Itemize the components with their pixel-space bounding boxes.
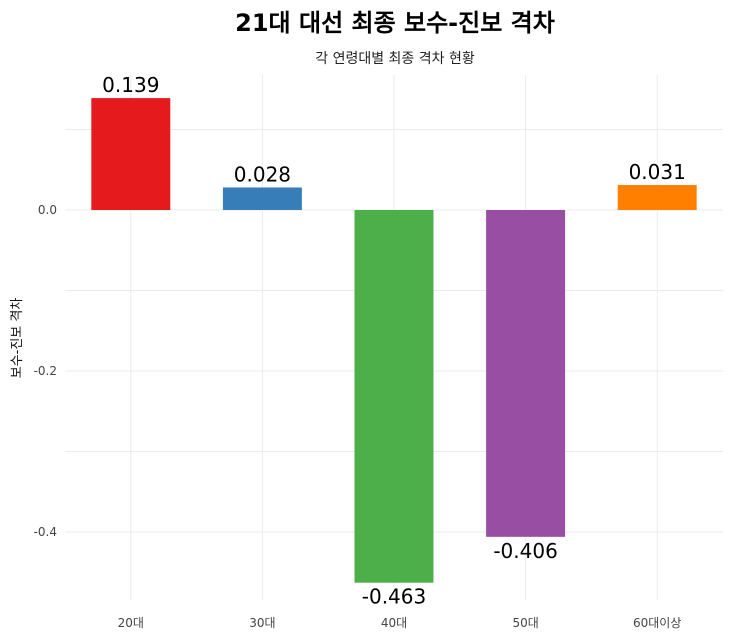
- data-label: -0.406: [493, 539, 557, 563]
- chart-subtitle: 각 연령대별 최종 격차 현황: [315, 51, 475, 67]
- x-tick-label: 20대: [118, 616, 144, 630]
- bars: [91, 98, 697, 583]
- y-axis-ticks: 0.0 -0.2 -0.4: [34, 203, 57, 539]
- bar-5: [617, 185, 697, 210]
- x-axis-ticks: 20대 30대 40대 50대 60대이상: [118, 616, 682, 630]
- x-tick-label: 50대: [512, 616, 538, 630]
- data-labels: 0.139 0.028 -0.463 -0.406 0.031: [102, 73, 686, 609]
- bar-1: [91, 98, 171, 210]
- bar-4: [486, 210, 566, 537]
- x-tick-label: 30대: [249, 616, 275, 630]
- bar-3: [354, 210, 434, 583]
- data-label: 0.028: [234, 162, 291, 186]
- chart-title: 21대 대선 최종 보수-진보 격차: [235, 9, 555, 37]
- x-tick-label: 40대: [381, 616, 407, 630]
- data-label: 0.031: [629, 160, 686, 184]
- y-tick-label: 0.0: [38, 203, 57, 217]
- x-tick-label: 60대이상: [633, 616, 681, 630]
- data-label: -0.463: [362, 585, 426, 609]
- y-tick-label: -0.4: [34, 525, 57, 539]
- y-axis-label: 보수-진보 격차: [10, 298, 25, 379]
- bar-2: [222, 187, 302, 210]
- y-tick-label: -0.2: [34, 364, 57, 378]
- data-label: 0.139: [102, 73, 159, 97]
